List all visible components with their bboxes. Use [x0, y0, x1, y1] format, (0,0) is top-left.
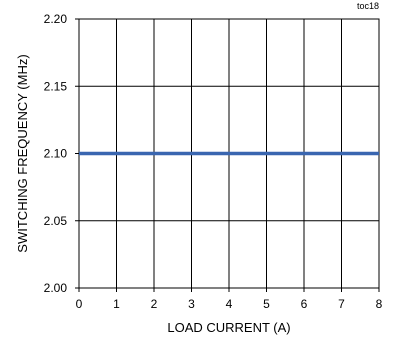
y-axis-title: SWITCHING FREQUENCY (MHz): [15, 54, 30, 252]
y-tick-label: 2.15: [44, 79, 68, 93]
x-tick-label: 3: [188, 297, 195, 311]
grid: [75, 18, 380, 292]
x-tick-label: 5: [263, 297, 270, 311]
y-tick-label: 2.00: [44, 281, 68, 295]
x-tick-label: 8: [376, 297, 383, 311]
x-tick-labels: 0 1 2 3 4 5 6 7 8: [76, 297, 383, 311]
y-tick-label: 2.05: [44, 214, 68, 228]
x-tick-label: 0: [76, 297, 83, 311]
y-tick-label: 2.10: [44, 147, 68, 161]
x-tick-label: 6: [301, 297, 308, 311]
y-tick-labels: 2.00 2.05 2.10 2.15 2.20: [44, 12, 68, 295]
x-axis-title: LOAD CURRENT (A): [167, 320, 290, 335]
x-tick-label: 1: [113, 297, 120, 311]
x-tick-label: 4: [226, 297, 233, 311]
figure-id-label: toc18: [357, 1, 379, 11]
x-tick-label: 2: [151, 297, 158, 311]
x-tick-label: 7: [338, 297, 345, 311]
y-tick-label: 2.20: [44, 12, 68, 26]
